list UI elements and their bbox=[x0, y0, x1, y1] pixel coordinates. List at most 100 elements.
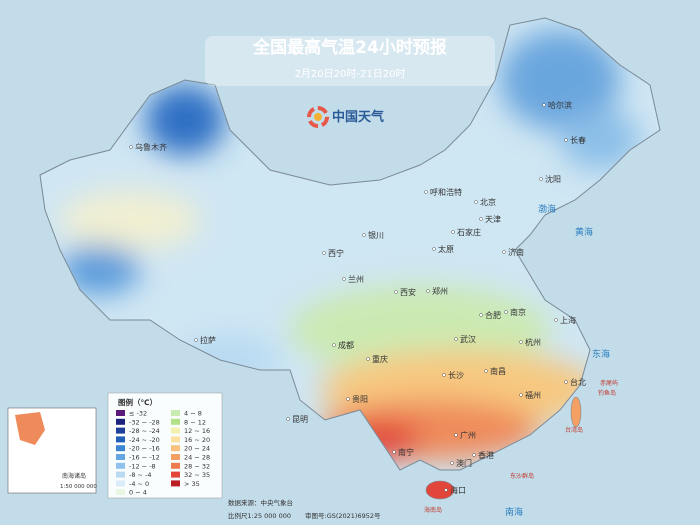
city-label: 杭州 bbox=[525, 337, 541, 347]
legend-title: 图例（℃） bbox=[118, 397, 157, 407]
legend-swatch bbox=[116, 410, 125, 416]
city-label: 台北 bbox=[570, 377, 586, 387]
inset-land bbox=[15, 412, 45, 445]
legend-label: -16 ~ -12 bbox=[129, 454, 160, 462]
city-label: 乌鲁木齐 bbox=[135, 142, 167, 152]
legend-label: 0 ~ 4 bbox=[129, 489, 147, 497]
legend-swatch bbox=[116, 462, 125, 469]
legend-label: 28 ~ 32 bbox=[184, 462, 210, 470]
city-dot bbox=[564, 138, 568, 142]
legend-label: -4 ~ 0 bbox=[129, 480, 149, 488]
legend-swatch bbox=[171, 445, 180, 452]
city-label: 长春 bbox=[570, 135, 586, 145]
subtitle: 2月20日20时-21日20时 bbox=[295, 68, 406, 80]
city-dot bbox=[454, 337, 458, 341]
city-dot bbox=[444, 488, 448, 492]
legend-label: -24 ~ -20 bbox=[129, 436, 160, 444]
legend-swatch bbox=[171, 418, 180, 425]
city-dot bbox=[564, 380, 568, 384]
border bbox=[39, 17, 661, 471]
legend-swatch bbox=[171, 410, 180, 416]
legend-label: -8 ~ -4 bbox=[129, 471, 152, 479]
city-dot bbox=[346, 397, 350, 401]
city-label: 沈阳 bbox=[545, 174, 561, 184]
city-dot bbox=[504, 310, 508, 314]
legend-label: 24 ~ 28 bbox=[184, 454, 210, 462]
sea-label: 渤海 bbox=[538, 203, 556, 215]
city-label: 呼和浩特 bbox=[430, 187, 462, 197]
city-label: 西宁 bbox=[328, 248, 344, 258]
city-dot bbox=[450, 461, 454, 465]
city-label: 重庆 bbox=[372, 354, 388, 364]
inset-scale: 1:50 000 000 bbox=[60, 484, 97, 490]
city-dot bbox=[442, 373, 446, 377]
city-dot bbox=[394, 290, 398, 294]
legend-swatch bbox=[116, 418, 125, 425]
city-label: 兰州 bbox=[348, 274, 364, 284]
legend-swatch bbox=[171, 436, 180, 443]
city-label: 海口 bbox=[450, 485, 466, 495]
legend-label: -20 ~ -16 bbox=[129, 445, 160, 453]
city-dot bbox=[424, 190, 428, 194]
city-label: 武汉 bbox=[460, 334, 476, 344]
city-label: 西安 bbox=[400, 287, 416, 297]
city-dot bbox=[392, 450, 396, 454]
legend-swatch bbox=[116, 454, 125, 460]
legend-label: 32 ~ 35 bbox=[184, 471, 210, 479]
city-dot bbox=[484, 369, 488, 373]
city-dot bbox=[519, 340, 523, 344]
city-dot bbox=[472, 453, 476, 457]
legend-label: 4 ~ 8 bbox=[184, 410, 202, 418]
city-label: 合肥 bbox=[485, 310, 501, 320]
title: 全国最高气温24小时预报 bbox=[252, 37, 447, 58]
city-dot bbox=[342, 277, 346, 281]
city-label: 长沙 bbox=[448, 370, 464, 380]
scale: 比例尺1:25 000 000 bbox=[228, 511, 291, 520]
city-dot bbox=[479, 217, 483, 221]
city-dot bbox=[426, 289, 430, 293]
city-label: 上海 bbox=[560, 315, 576, 325]
city-dot bbox=[286, 417, 290, 421]
city-dot bbox=[474, 200, 478, 204]
legend-label: -28 ~ -24 bbox=[129, 427, 160, 435]
legend-swatch bbox=[171, 427, 180, 434]
legend-swatch bbox=[171, 471, 180, 478]
city-label: 济南 bbox=[508, 247, 524, 257]
city-label: 南昌 bbox=[490, 366, 506, 376]
sea-label: 东海 bbox=[592, 348, 610, 360]
city-dot bbox=[554, 318, 558, 322]
island-label: 海南岛 bbox=[424, 506, 442, 514]
city-label: 太原 bbox=[438, 244, 454, 254]
city-label: 澳门 bbox=[456, 458, 472, 468]
city-dot bbox=[539, 177, 543, 181]
legend-label: 16 ~ 20 bbox=[184, 436, 210, 444]
taiwan bbox=[570, 396, 582, 428]
legend-label: 8 ~ 12 bbox=[184, 418, 206, 426]
city-dot bbox=[432, 247, 436, 251]
city-dot bbox=[502, 250, 506, 254]
city-dot bbox=[451, 230, 455, 234]
city-dot bbox=[129, 145, 133, 149]
legend-label: 20 ~ 24 bbox=[184, 445, 210, 453]
legend-swatch bbox=[116, 471, 125, 478]
city-label: 南京 bbox=[510, 307, 526, 317]
legend bbox=[107, 392, 223, 499]
city-label: 北京 bbox=[480, 197, 496, 207]
island-label: 东沙群岛 bbox=[510, 472, 534, 480]
city-label: 昆明 bbox=[292, 415, 308, 424]
city-dot bbox=[454, 433, 458, 437]
logo-text: 中国天气 bbox=[332, 109, 384, 125]
city-label: 石家庄 bbox=[457, 227, 481, 237]
legend-label: -12 ~ -8 bbox=[129, 462, 156, 470]
legend-label: 12 ~ 16 bbox=[184, 427, 210, 435]
city-label: 郑州 bbox=[432, 286, 448, 296]
city-label: 天津 bbox=[485, 214, 501, 224]
legend-swatch bbox=[116, 445, 125, 452]
inset-label: 南海诸岛 bbox=[62, 472, 86, 480]
source: 数据来源：中央气象台 bbox=[228, 498, 293, 507]
city-label: 香港 bbox=[478, 450, 494, 460]
city-label: 贵阳 bbox=[352, 394, 368, 404]
city-label: 银川 bbox=[368, 230, 384, 240]
city-dot bbox=[519, 393, 523, 397]
